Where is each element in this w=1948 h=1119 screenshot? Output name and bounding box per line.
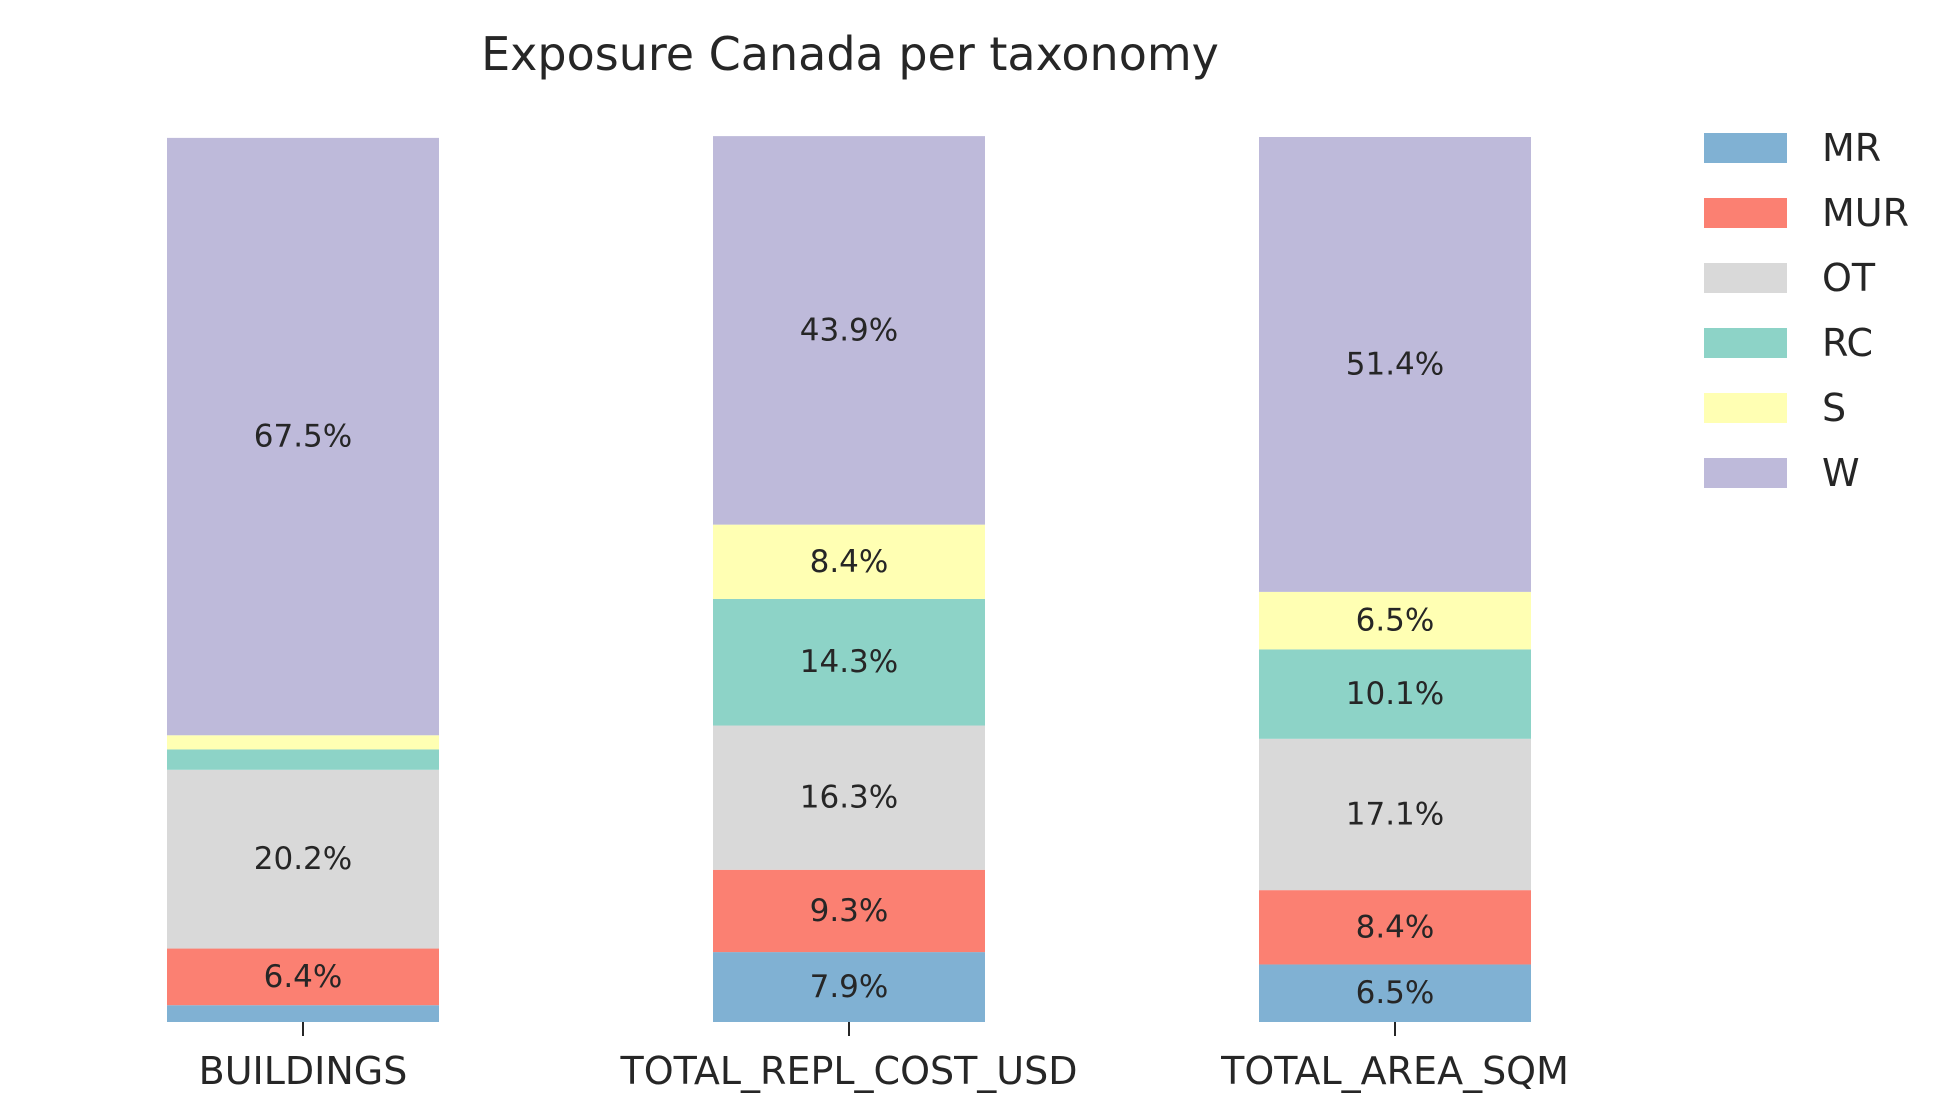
- bar-mr-total_repl_cost_usd: [713, 952, 985, 1022]
- bar-mr-total_area_sqm: [1259, 964, 1531, 1022]
- x-axis: BUILDINGS TOTAL_REPL_COST_USD TOTAL_AREA_S…: [199, 1022, 1569, 1093]
- data-label-ot-total_repl_cost_usd: 16.3%: [800, 780, 898, 816]
- data-label-w-total_repl_cost_usd: 43.9%: [800, 312, 898, 348]
- bar-rc-total_area_sqm: [1259, 649, 1531, 739]
- bar-w-total_area_sqm: [1259, 137, 1531, 592]
- x-tick-label-total_area_sqm: TOTAL_AREA_SQM: [1220, 1049, 1569, 1093]
- data-label-mur-buildings: 6.4%: [264, 959, 343, 995]
- bar-mur-buildings: [167, 948, 439, 1006]
- bars-group: [167, 136, 1531, 1022]
- legend-label-mur: MUR: [1822, 191, 1909, 235]
- data-label-w-buildings: 67.5%: [254, 419, 352, 455]
- data-label-s-total_repl_cost_usd: 8.4%: [810, 544, 889, 580]
- bar-ot-total_repl_cost_usd: [713, 725, 985, 870]
- bar-w-total_repl_cost_usd: [713, 136, 985, 525]
- bar-mur-total_repl_cost_usd: [713, 869, 985, 953]
- data-labels-group: 6.4% 20.2% 67.5% 7.9% 9.3% 16.3% 14.3% 8.4% 43.9…: [254, 312, 1444, 1011]
- legend-swatch-mr: [1704, 133, 1787, 163]
- bar-rc-buildings: [167, 749, 439, 770]
- bar-mur-total_area_sqm: [1259, 890, 1531, 965]
- data-label-s-total_area_sqm: 6.5%: [1356, 603, 1435, 639]
- bar-ot-total_area_sqm: [1259, 738, 1531, 891]
- bar-s-total_area_sqm: [1259, 591, 1531, 650]
- data-label-mur-total_repl_cost_usd: 9.3%: [810, 893, 889, 929]
- data-label-mr-total_area_sqm: 6.5%: [1356, 975, 1435, 1011]
- x-tick-label-buildings: BUILDINGS: [199, 1049, 408, 1093]
- bar-rc-total_repl_cost_usd: [713, 598, 985, 726]
- legend-label-ot: OT: [1822, 256, 1876, 300]
- legend: MR MUR OT RC SW: [1704, 126, 1909, 495]
- bar-s-buildings: [167, 735, 439, 750]
- data-label-rc-total_area_sqm: 10.1%: [1346, 676, 1444, 712]
- bar-s-total_repl_cost_usd: [713, 524, 985, 599]
- legend-label-s: S: [1822, 386, 1846, 430]
- legend-label-rc: RC: [1822, 321, 1873, 365]
- chart-title: Exposure Canada per taxonomy: [481, 27, 1219, 81]
- bar-w-buildings: [167, 137, 439, 736]
- legend-swatch-s: [1704, 393, 1787, 423]
- data-label-mur-total_area_sqm: 8.4%: [1356, 909, 1435, 945]
- data-label-ot-buildings: 20.2%: [254, 841, 352, 877]
- bar-ot-buildings: [167, 769, 439, 949]
- legend-swatch-w: [1704, 458, 1787, 488]
- legend-swatch-mur: [1704, 198, 1787, 228]
- data-label-ot-total_area_sqm: 17.1%: [1346, 796, 1444, 832]
- data-label-mr-total_repl_cost_usd: 7.9%: [810, 969, 889, 1005]
- data-label-rc-total_repl_cost_usd: 14.3%: [800, 644, 898, 680]
- legend-swatch-rc: [1704, 328, 1787, 358]
- x-tick-label-total_repl_cost_usd: TOTAL_REPL_COST_USD: [619, 1049, 1077, 1093]
- data-label-w-total_area_sqm: 51.4%: [1346, 346, 1444, 382]
- legend-label-w: W: [1822, 451, 1860, 495]
- bar-mr-buildings: [167, 1005, 439, 1022]
- legend-label-mr: MR: [1822, 126, 1881, 170]
- legend-swatch-ot: [1704, 263, 1787, 293]
